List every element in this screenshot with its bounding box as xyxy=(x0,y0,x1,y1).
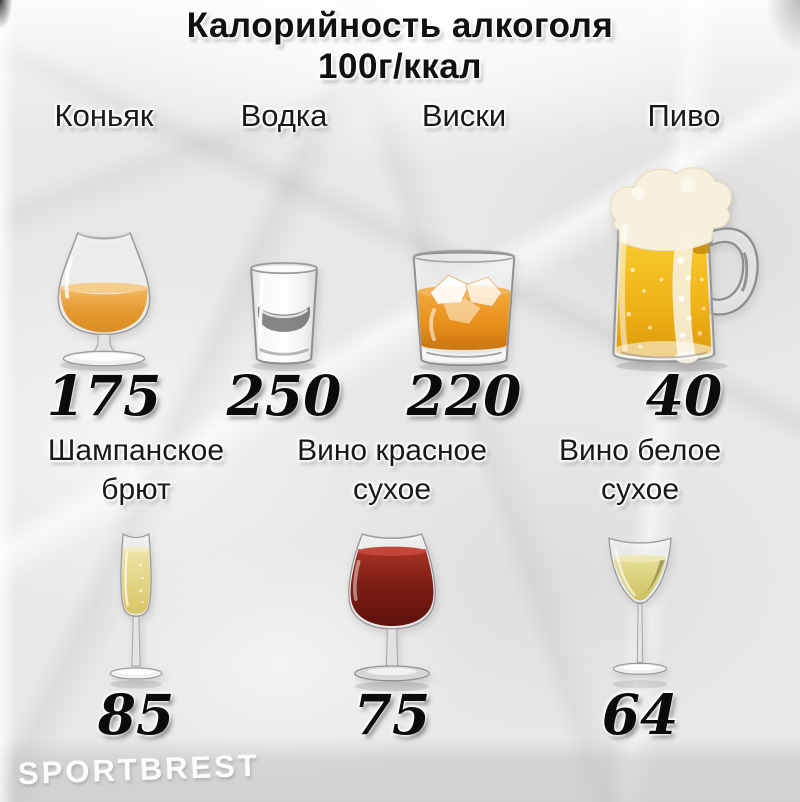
whiskey-tumbler-icon xyxy=(412,249,516,372)
glass-container xyxy=(600,134,768,374)
drink-cell-vodka: Водка 250 xyxy=(208,97,360,423)
drink-cell-white-wine: Вино белое сухое xyxy=(496,431,784,742)
drink-cell-beer: Пиво xyxy=(568,97,800,423)
white-wine-glass-icon xyxy=(608,537,672,689)
glass-container xyxy=(237,134,331,374)
glass-container xyxy=(405,134,523,374)
drink-cell-whiskey: Виски xyxy=(360,97,568,423)
title-line-1: Калорийность алкоголя xyxy=(186,6,614,45)
drink-label: Шампанское брют xyxy=(47,433,225,506)
drink-label: Вино красное сухое xyxy=(297,433,487,506)
glass-container xyxy=(598,517,682,697)
drink-cell-champagne: Шампанское брют xyxy=(0,431,272,742)
calorie-value: 220 xyxy=(406,362,522,428)
calorie-value: 75 xyxy=(353,681,431,747)
drinks-row-bottom: Шампанское брют xyxy=(0,431,800,742)
drink-cell-red-wine: Вино красное сухое xyxy=(272,431,512,742)
drink-label: Коньяк xyxy=(54,97,154,133)
champagne-flute-icon xyxy=(109,532,163,689)
beer-mug-icon xyxy=(610,166,759,372)
calorie-value: 40 xyxy=(645,362,723,428)
calorie-value: 250 xyxy=(226,362,342,428)
title-line-2: 100г/ккал xyxy=(318,47,482,87)
cognac-snifter-icon xyxy=(57,231,151,371)
drink-label: Пиво xyxy=(647,97,721,133)
drink-label: Водка xyxy=(240,97,328,133)
glass-container xyxy=(340,517,444,697)
drink-label: Вино белое сухое xyxy=(558,433,722,506)
calorie-value: 175 xyxy=(46,362,162,428)
red-wine-glass-icon xyxy=(348,532,436,692)
watermark-logo: SPORTBREST xyxy=(17,747,261,792)
drink-label: Виски xyxy=(421,97,507,133)
drinks-row-top: Коньяк xyxy=(0,97,800,423)
calorie-value: 64 xyxy=(601,681,679,747)
glass-container xyxy=(103,517,169,697)
shot-glass-icon xyxy=(250,261,318,371)
glass-container xyxy=(46,134,162,374)
calorie-value: 85 xyxy=(97,681,175,747)
page-title: Калорийность алкоголя 100г/ккал xyxy=(0,0,800,88)
drink-cell-cognac: Коньяк xyxy=(0,97,208,423)
